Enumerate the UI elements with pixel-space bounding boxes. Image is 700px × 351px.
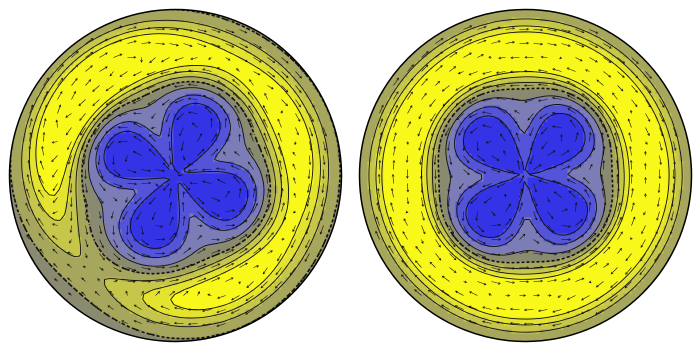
disk-outline: [8, 8, 343, 343]
left-disk-panel: [8, 8, 343, 343]
right-disk-panel: [358, 8, 693, 343]
flow-arrows: [375, 25, 678, 328]
contour-lines: [9, 9, 341, 340]
filled-contour-field: [359, 9, 692, 342]
disk-outline: [358, 8, 693, 343]
flow-arrows: [25, 25, 327, 327]
